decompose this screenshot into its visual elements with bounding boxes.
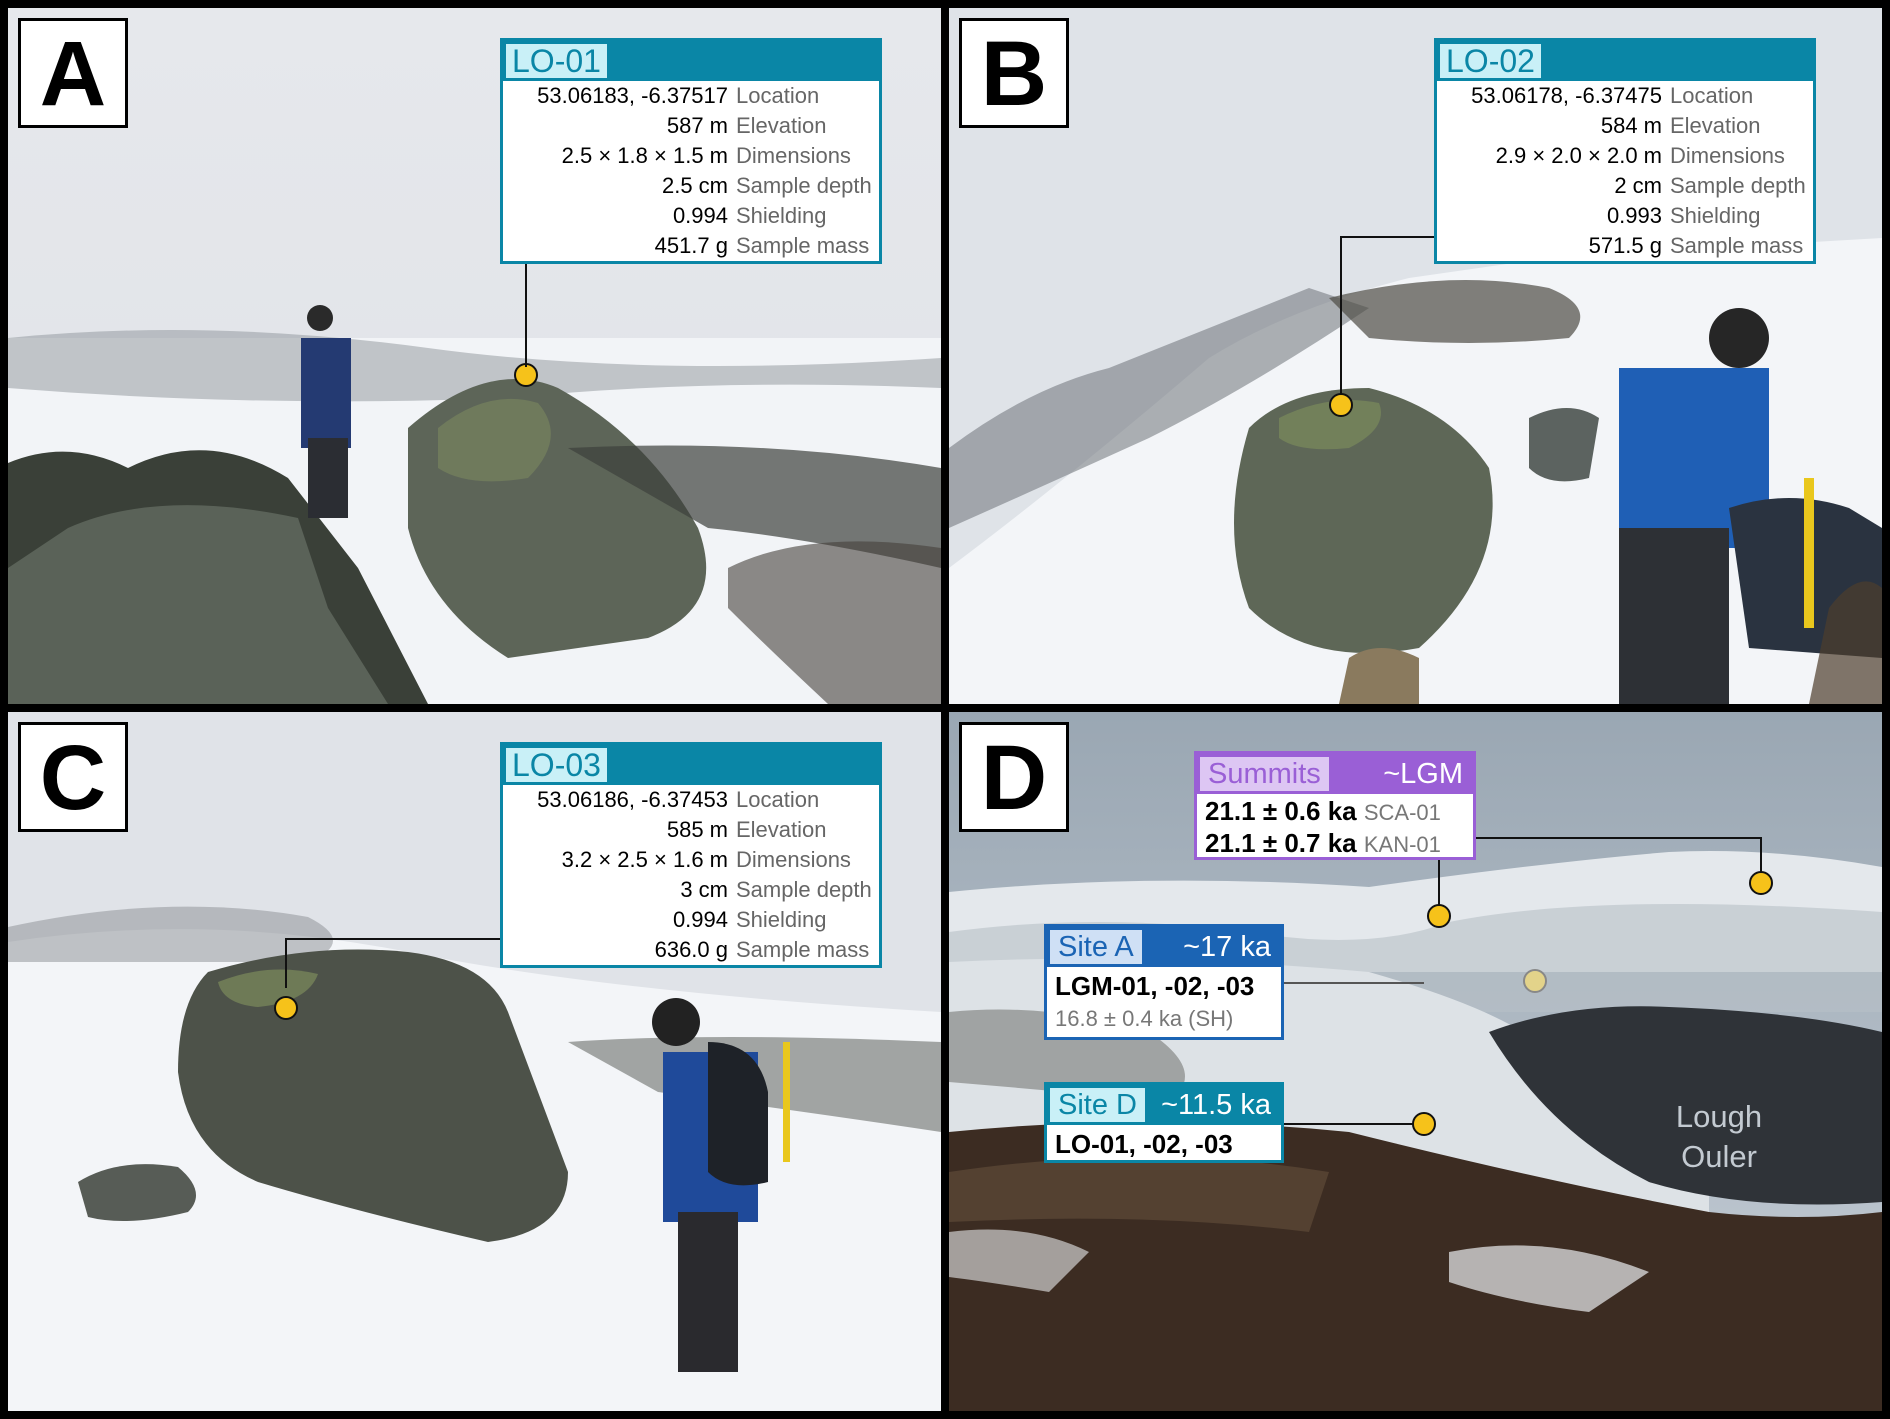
site-a-note: 16.8 ± 0.4 ka (SH) [1055,1006,1234,1031]
sample-id: LO-01 [506,44,607,78]
sample-depth-value: 3 cm [680,877,728,902]
site-a-marker[interactable] [1523,969,1547,993]
location-label: Location [1670,83,1754,108]
dimensions-label: Dimensions [1670,143,1785,168]
leader-line-summits-right [1476,837,1762,839]
sample-marker-c[interactable] [274,996,298,1020]
leader-line-a2 [525,309,527,367]
summits-title: Summits [1200,757,1329,791]
panel-b: B LO-02 53.06178, -6.37475 Location 584 m… [949,8,1882,704]
site-d-tag: Site D ~11.5 ka LO-01, -02, -03 [1044,1082,1284,1163]
summit-sample-id: SCA-01 [1363,800,1441,825]
panel-label-a: A [18,18,128,128]
location-value: 53.06183, -6.37517 [537,83,728,108]
panel-label-c: C [18,722,128,832]
summit-age-value: 21.1 ± 0.6 ka [1205,796,1357,826]
leader-line-a [525,224,527,309]
dimensions-value: 2.9 × 2.0 × 2.0 m [1495,143,1662,168]
sample-mass-label: Sample mass [1670,233,1804,258]
lake-label-line2: Ouler [1681,1139,1757,1174]
summits-age: ~LGM [1383,758,1463,790]
lake-label: Lough Ouler [1649,1097,1789,1177]
site-d-marker[interactable] [1412,1112,1436,1136]
sample-mass-value: 571.5 g [1588,233,1662,258]
site-d-samples: LO-01, -02, -03 [1055,1129,1233,1159]
leader-line-b-vertical [1340,236,1342,406]
location-label: Location [736,83,820,108]
sample-mass-label: Sample mass [736,937,870,962]
shielding-value: 0.994 [672,907,728,932]
sample-mass-value: 451.7 g [654,233,728,258]
sample-mass-value: 636.0 g [654,937,728,962]
panel-c: C LO-03 53.06186, -6.37453 Location 585 m… [8,712,941,1411]
elevation-value: 587 m [666,113,728,138]
leader-line-c-vertical [285,938,287,988]
location-value: 53.06178, -6.37475 [1471,83,1662,108]
dimensions-label: Dimensions [736,847,851,872]
elevation-label: Elevation [1670,113,1761,138]
sample-marker-b[interactable] [1329,393,1353,417]
elevation-value: 585 m [666,817,728,842]
location-label: Location [736,787,820,812]
panel-a: A LO-01 53.06183, -6.37517 Location 587 m… [8,8,941,704]
lake-label-line1: Lough [1675,1099,1763,1134]
summit-sample-id: KAN-01 [1363,832,1441,857]
site-d-title: Site D [1050,1088,1145,1122]
location-value: 53.06186, -6.37453 [537,787,728,812]
dimensions-value: 2.5 × 1.8 × 1.5 m [561,143,728,168]
shielding-value: 0.994 [672,203,728,228]
sample-id: LO-02 [1440,44,1541,78]
elevation-value: 584 m [1600,113,1662,138]
site-a-title: Site A [1050,930,1142,964]
shielding-label: Shielding [736,203,827,228]
dimensions-label: Dimensions [736,143,851,168]
leader-line-summits-right-v [1760,837,1762,873]
sample-depth-value: 2 cm [1614,173,1662,198]
sample-depth-label: Sample depth [736,173,872,198]
shielding-label: Shielding [736,907,827,932]
summit-marker-east[interactable] [1749,871,1773,895]
shielding-label: Shielding [1670,203,1761,228]
shielding-value: 0.993 [1606,203,1662,228]
photo-panel-c [8,712,941,1411]
site-a-age: ~17 ka [1183,931,1271,963]
sample-mass-label: Sample mass [736,233,870,258]
sample-info-lo-03: LO-03 53.06186, -6.37453 Location 585 m El… [500,742,882,968]
site-d-age: ~11.5 ka [1161,1089,1271,1121]
panel-label-b: B [959,18,1069,128]
sample-depth-label: Sample depth [1670,173,1806,198]
sample-info-lo-01: LO-01 53.06183, -6.37517 Location 587 m El… [500,38,882,264]
dimensions-value: 3.2 × 2.5 × 1.6 m [561,847,728,872]
summits-tag: Summits ~LGM 21.1 ± 0.6 ka SCA-01 21.1 ±… [1194,751,1476,860]
sample-depth-value: 2.5 cm [661,173,728,198]
summit-age-value: 21.1 ± 0.7 ka [1205,828,1357,858]
site-a-samples: LGM-01, -02, -03 [1055,971,1255,1001]
site-a-tag: Site A ~17 ka LGM-01, -02, -03 16.8 ± 0.… [1044,924,1284,1040]
elevation-label: Elevation [736,817,827,842]
leader-line-b-horizontal [1340,236,1468,238]
leader-line-summits-down [1438,860,1440,905]
panel-label-d: D [959,722,1069,832]
sample-depth-label: Sample depth [736,877,872,902]
sample-id: LO-03 [506,748,607,782]
sample-info-lo-02: LO-02 53.06178, -6.37475 Location 584 m El… [1434,38,1816,264]
leader-line-c-horizontal [285,938,503,940]
summit-marker-west[interactable] [1427,904,1451,928]
elevation-label: Elevation [736,113,827,138]
leader-line-site-a [1284,982,1424,984]
panel-d: D Summits ~LGM 21.1 ± 0.6 ka SCA-01 21.1… [949,712,1882,1411]
leader-line-site-d [1284,1123,1414,1125]
